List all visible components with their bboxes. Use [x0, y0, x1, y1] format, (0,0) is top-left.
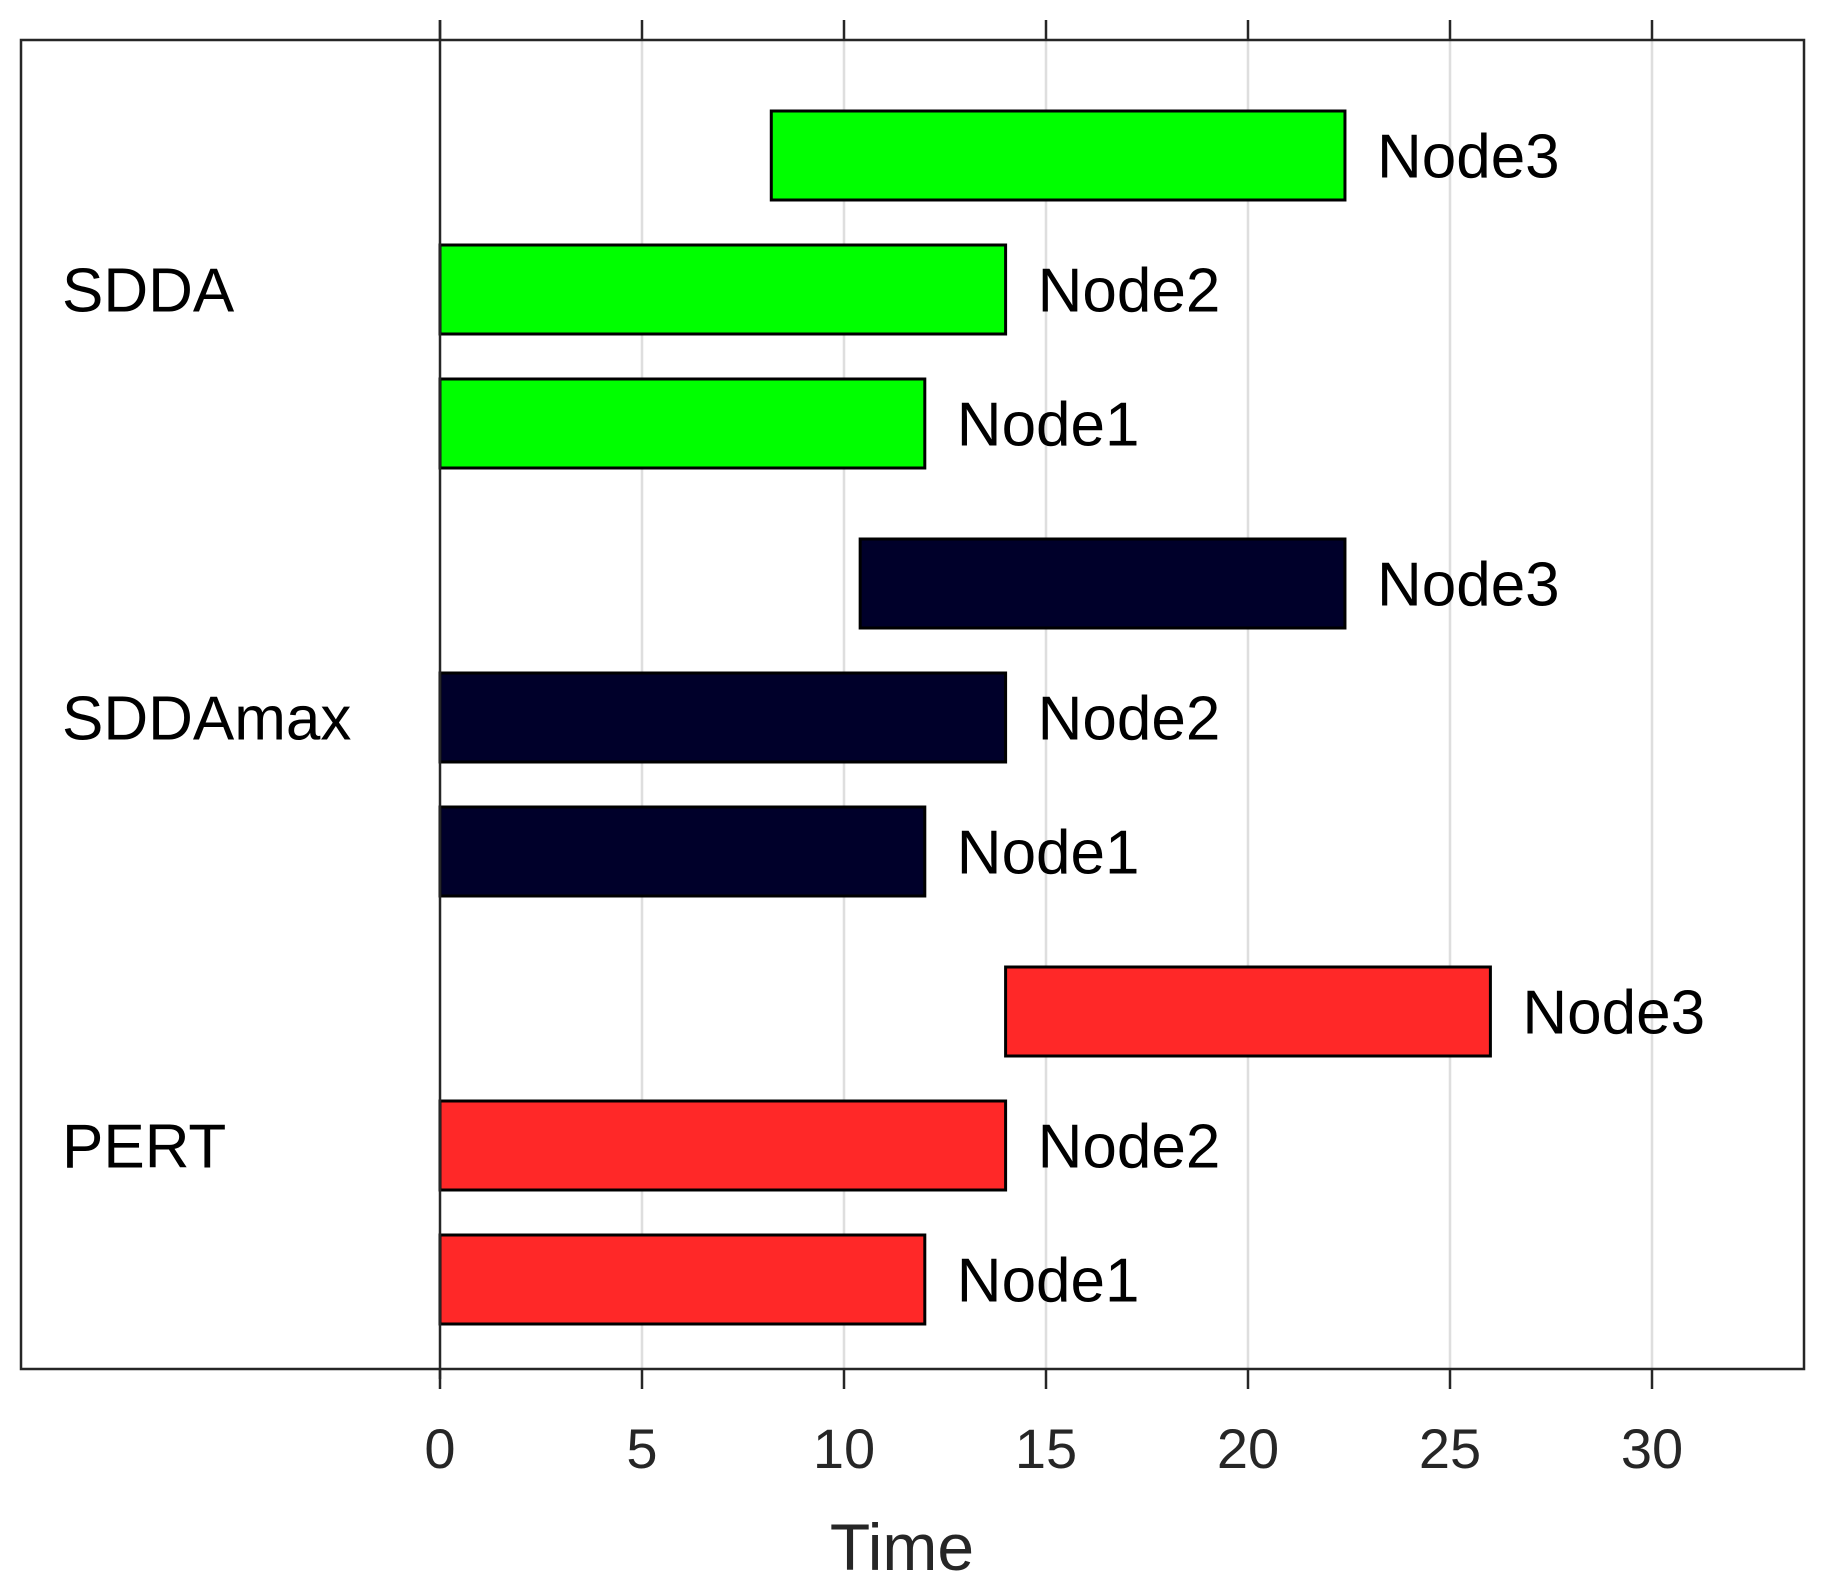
bar-label: Node2: [1038, 257, 1221, 326]
x-tick-label: 15: [1015, 1417, 1077, 1480]
group-label-sddamax: SDDAmax: [62, 685, 351, 754]
bar-sdda-node2: [438, 243, 1008, 336]
bar-label: Node1: [957, 391, 1140, 460]
bar-label: Node1: [957, 819, 1140, 888]
x-tick-label: 20: [1217, 1417, 1279, 1480]
bar-label: Node2: [1038, 685, 1221, 754]
group-label-sdda: SDDA: [62, 257, 235, 326]
bar-label: Node3: [1377, 551, 1560, 620]
bars: [438, 109, 1492, 1326]
bar-sddamax-node1: [438, 805, 927, 898]
bar-sddamax-node3: [858, 537, 1347, 630]
x-tick-label: 30: [1621, 1417, 1683, 1480]
plot-frame: [19, 38, 1806, 1371]
x-tick-label: 0: [424, 1417, 455, 1480]
bar-sdda-node1: [438, 377, 927, 470]
bar-label: Node3: [1522, 979, 1705, 1048]
bar-pert-node1: [438, 1233, 927, 1326]
axes: [19, 20, 1806, 1389]
bar-sdda-node3: [769, 109, 1347, 202]
x-tick-label: 10: [813, 1417, 875, 1480]
x-tick-label: 25: [1419, 1417, 1481, 1480]
bar-pert-node3: [1004, 965, 1492, 1058]
labels: Node3 Node2 Node1 SDDA Node3 Node2 Node1 SDDAma…: [62, 123, 1705, 1481]
bar-label: Node1: [957, 1247, 1140, 1316]
bar-sddamax-node2: [438, 671, 1008, 764]
x-tick-label: 5: [626, 1417, 657, 1480]
bar-label: Node3: [1377, 123, 1560, 192]
x-axis-title: Time: [830, 1510, 974, 1584]
bar-pert-node2: [438, 1099, 1008, 1192]
bar-label: Node2: [1038, 1113, 1221, 1182]
group-label-pert: PERT: [62, 1113, 226, 1182]
